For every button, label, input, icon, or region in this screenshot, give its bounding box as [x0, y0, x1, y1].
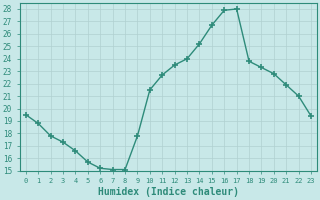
X-axis label: Humidex (Indice chaleur): Humidex (Indice chaleur) [98, 187, 239, 197]
